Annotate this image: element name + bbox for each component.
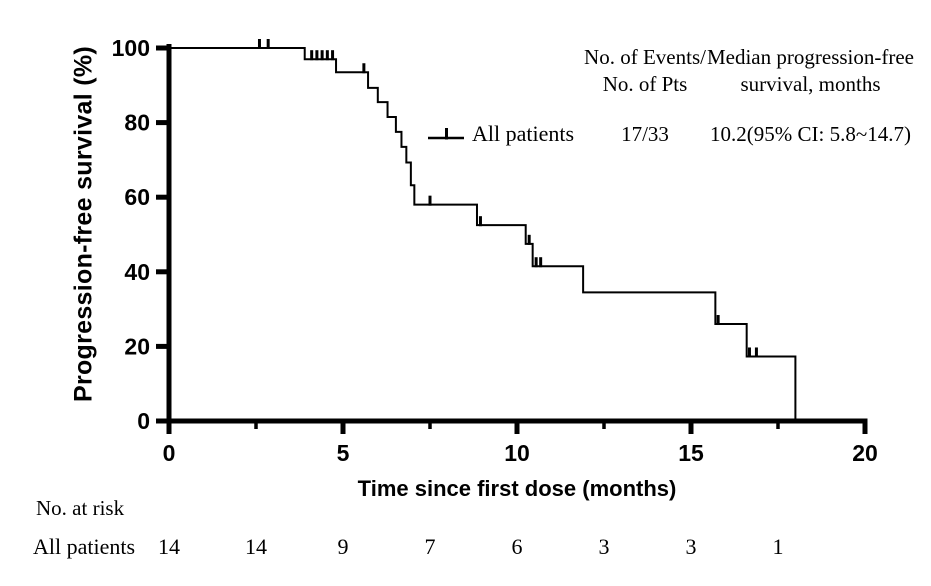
y-tick-label: 40 (124, 259, 150, 285)
risk-count-t5: 9 (337, 534, 349, 559)
x-tick-label: 10 (504, 440, 530, 466)
legend-header-median: Median progression-free survival, months (690, 44, 931, 98)
risk-count-t2_5: 14 (245, 534, 267, 559)
y-tick-label: 0 (137, 408, 150, 434)
legend-median-value: 10.2(95% CI: 5.8~14.7) (710, 122, 911, 146)
y-tick-label: 60 (124, 184, 150, 210)
risk-count-t7_5: 7 (424, 534, 436, 559)
legend-header-events-line2: No. of Pts (602, 72, 688, 96)
x-tick-label: 20 (852, 440, 878, 466)
risk-count-t12_5: 3 (598, 534, 610, 559)
risk-count-t15: 3 (685, 534, 697, 559)
y-tick-label: 100 (112, 35, 150, 61)
risk-row-label: All patients (33, 534, 136, 559)
legend-header-median-line1: Median progression-free (706, 45, 914, 69)
legend-header-events-line1: No. of Events/ (584, 45, 706, 69)
risk-count-t17_5: 1 (772, 534, 784, 559)
km-curve-all-patients (169, 47, 797, 421)
legend-header-median-line2: survival, months (740, 72, 881, 96)
x-tick-label: 5 (337, 440, 350, 466)
x-tick-label: 0 (163, 440, 176, 466)
risk-table-title: No. at risk (36, 496, 125, 520)
risk-count-t0: 14 (158, 534, 180, 559)
x-tick-label: 15 (678, 440, 704, 466)
y-axis-title: Progression-free survival (%) (69, 45, 98, 403)
x-axis-title: Time since first dose (months) (357, 476, 677, 501)
y-tick-label: 80 (124, 110, 150, 136)
legend-series-label: All patients (472, 121, 575, 146)
risk-count-t10: 6 (511, 534, 523, 559)
y-tick-label: 20 (124, 333, 150, 359)
legend-events-value: 17/33 (621, 122, 669, 146)
legend-header-events: No. of Events/ No. of Pts (545, 44, 745, 98)
